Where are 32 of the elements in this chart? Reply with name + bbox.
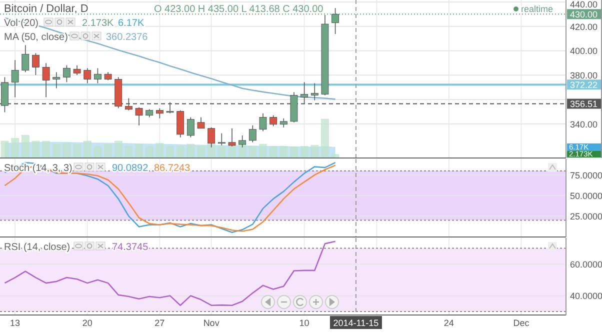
- annotation: 2.173K: [82, 18, 114, 29]
- y-tick-label: 50.0000: [570, 191, 602, 202]
- chart-title: Bitcoin / Dollar, D: [4, 3, 88, 15]
- ref-line-label: 430.00: [570, 10, 598, 20]
- x-tick-label: 27: [154, 318, 165, 328]
- annotation: O 423.00 H 435.00 L 413.68 C 430.00: [154, 4, 324, 15]
- annotation: 360.2376: [106, 32, 148, 43]
- x-tick-label: 10: [299, 318, 310, 328]
- chart-title: RSI (14, close): [4, 242, 70, 253]
- y-tick-label: 440.00: [570, 0, 598, 10]
- ref-line-label: 372.22: [570, 80, 598, 90]
- y-tick-label: 380.00: [570, 70, 598, 81]
- y-tick-label: 60.0000: [570, 260, 602, 270]
- y-tick-label: 340.00: [570, 119, 598, 130]
- annotation: 74.3745: [112, 242, 149, 253]
- y-tick-label: 400.00: [570, 46, 598, 56]
- ref-line-label: 2014-11-15: [333, 318, 379, 328]
- annotation: 6.17K: [118, 18, 144, 29]
- y-tick-label: 420.00: [570, 22, 598, 32]
- ref-line-label: 356.51: [570, 99, 598, 110]
- annotation: 86.7243: [154, 163, 191, 174]
- x-tick-label: Dec: [513, 318, 530, 328]
- y-tick-label: 40.0000: [570, 291, 602, 302]
- y-tick-label: 75.0000: [570, 170, 602, 180]
- annotation: MA (50, close): [4, 32, 68, 43]
- x-tick-label: Nov: [203, 318, 220, 328]
- x-tick-label: 13: [10, 318, 20, 328]
- annotation: realtime: [521, 4, 554, 14]
- x-tick-label: 20: [82, 318, 92, 328]
- x-tick-label: 24: [444, 318, 454, 328]
- annotation: 90.0892: [112, 163, 149, 174]
- y-tick-label: 25.0000: [570, 212, 602, 222]
